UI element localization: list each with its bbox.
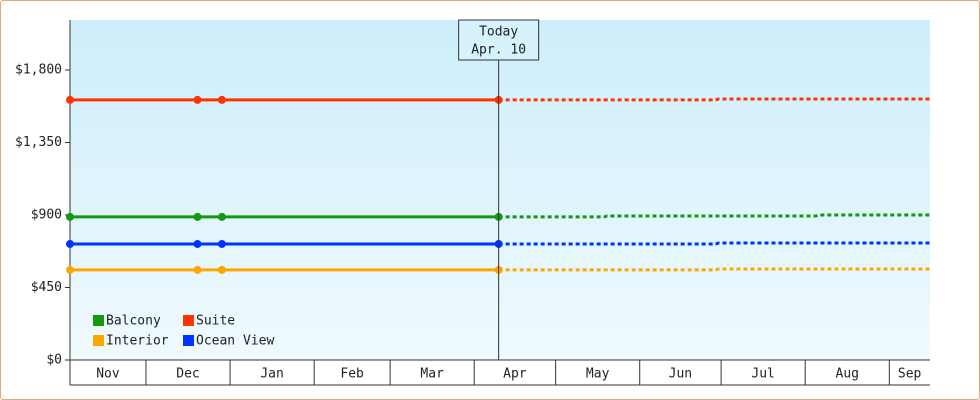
x-tick-label: May — [586, 367, 610, 382]
data-point — [66, 95, 74, 104]
forecast-line — [498, 213, 930, 219]
y-tick-label: $0 — [46, 353, 62, 368]
legend-label: Suite — [196, 314, 235, 329]
data-point — [217, 95, 226, 104]
x-tick-label: Mar — [420, 367, 444, 382]
y-tick-label: $1,350 — [15, 135, 62, 150]
forecast-line — [498, 267, 930, 272]
x-tick-label: Jan — [260, 367, 283, 382]
legend-label: Ocean View — [196, 334, 274, 349]
data-point — [217, 212, 226, 221]
x-tick-label: Jul — [751, 367, 774, 382]
forecast-line — [498, 241, 930, 246]
legend-swatch — [93, 315, 104, 326]
x-tick-label: Sep — [898, 367, 922, 382]
x-tick-label: Dec — [176, 367, 199, 382]
today-date: Apr. 10 — [471, 43, 526, 58]
data-point — [193, 212, 202, 221]
data-point — [66, 265, 74, 274]
today-box — [458, 19, 540, 61]
data-point — [193, 95, 202, 104]
x-tick-label: Apr — [503, 367, 527, 382]
y-tick-label: $450 — [31, 280, 62, 295]
data-point — [217, 265, 226, 274]
legend-swatch — [183, 335, 194, 346]
x-tick-label: Aug — [836, 367, 859, 382]
x-tick-label: Nov — [96, 367, 120, 382]
legend-swatch — [93, 335, 104, 346]
y-tick-label: $900 — [31, 207, 62, 222]
forecast-line — [498, 97, 930, 102]
legend-swatch — [183, 315, 194, 326]
y-tick-label: $1,800 — [15, 62, 62, 77]
data-point — [66, 212, 74, 221]
data-point — [217, 239, 226, 248]
x-tick-label: Jun — [669, 367, 692, 382]
data-point — [193, 239, 202, 248]
today-label: Today — [479, 25, 518, 40]
plot-area — [70, 20, 930, 360]
x-tick-label: Feb — [340, 367, 364, 382]
data-point — [66, 239, 74, 248]
data-point — [193, 265, 202, 274]
legend-label: Balcony — [106, 314, 161, 329]
legend-label: Interior — [106, 334, 169, 349]
